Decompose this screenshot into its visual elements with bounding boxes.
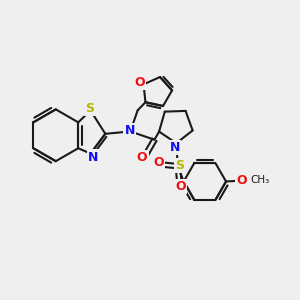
Text: CH₃: CH₃ (250, 175, 270, 185)
Text: O: O (135, 76, 146, 89)
Text: O: O (236, 174, 247, 188)
Text: N: N (88, 151, 98, 164)
Text: O: O (154, 156, 164, 169)
Text: N: N (124, 124, 135, 137)
Text: O: O (137, 152, 147, 164)
Text: S: S (85, 102, 94, 115)
Text: O: O (176, 180, 186, 193)
Text: N: N (169, 141, 180, 154)
Text: S: S (176, 159, 184, 172)
